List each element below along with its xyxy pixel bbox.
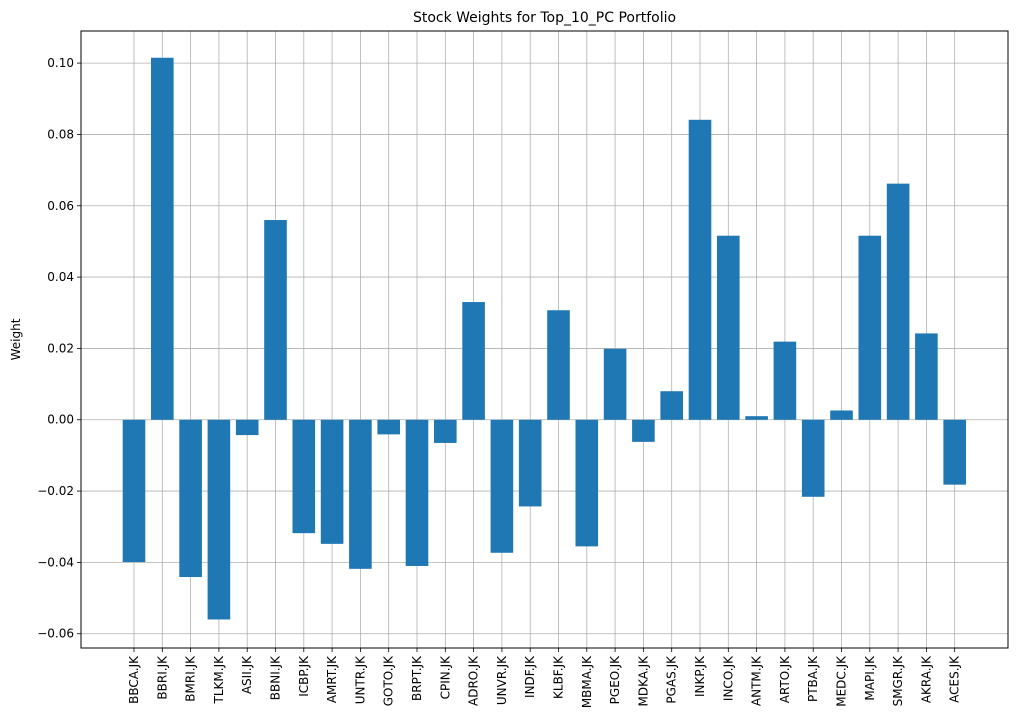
- y-axis-label: Weight: [9, 318, 23, 360]
- bar: [943, 419, 966, 485]
- bar: [490, 419, 514, 553]
- bar: [207, 419, 231, 620]
- x-tick-label: PTBA.JK: [806, 655, 820, 702]
- x-tick-label: GOTO.JK: [382, 655, 396, 706]
- chart-title: Stock Weights for Top_10_PC Portfolio: [413, 10, 676, 26]
- bar: [235, 419, 259, 436]
- bar: [434, 419, 457, 443]
- bar: [122, 419, 146, 563]
- bar: [349, 419, 372, 569]
- bar: [377, 419, 400, 435]
- x-gridlines: [133, 31, 956, 648]
- y-tick-label: 0.06: [47, 199, 74, 213]
- x-tick-label: BBRI.JK: [155, 655, 169, 700]
- x-tick-label: INDF.JK: [523, 655, 537, 698]
- x-tick-label: AKRA.JK: [919, 655, 933, 703]
- bar: [603, 348, 627, 420]
- bar: [462, 302, 485, 420]
- x-tick-label: MAPI.JK: [863, 655, 877, 701]
- bar: [745, 416, 768, 420]
- y-tick-label: 0.08: [47, 127, 74, 141]
- bar: [405, 419, 429, 566]
- y-tick-label: −0.02: [37, 484, 74, 498]
- bar: [688, 119, 712, 420]
- y-tick-label: 0.04: [47, 270, 74, 284]
- x-tick-label: ANTM.JK: [750, 655, 764, 706]
- y-axis-ticks: −0.06 −0.04 −0.02 0.00 0.02 0.04 0.06 0.08 0.10: [37, 56, 81, 641]
- bar: [179, 419, 202, 578]
- bar: [292, 419, 316, 534]
- x-tick-label: MEDC.JK: [835, 655, 849, 707]
- x-tick-label: PGEO.JK: [608, 655, 622, 704]
- x-tick-label: UNVR.JK: [495, 655, 509, 705]
- plot-frame: [80, 30, 1009, 649]
- bar: [632, 419, 655, 442]
- x-tick-label: SMGR.JK: [891, 655, 905, 707]
- bar: [858, 235, 882, 420]
- x-tick-label: INKP.JK: [693, 655, 707, 697]
- x-tick-label: ARTO.JK: [778, 655, 792, 703]
- bar: [518, 419, 542, 507]
- y-tick-label: −0.06: [37, 627, 74, 641]
- bar: [915, 333, 938, 420]
- x-tick-label: ICBP.JK: [297, 655, 311, 697]
- x-tick-label: BMRI.JK: [184, 655, 198, 702]
- x-tick-label: CPIN.JK: [438, 655, 452, 699]
- bar: [801, 419, 825, 497]
- x-tick-label: INCO.JK: [721, 655, 735, 701]
- x-tick-label: UNTR.JK: [353, 655, 367, 704]
- x-tick-label: KLBF.JK: [552, 655, 566, 699]
- bar: [151, 57, 174, 420]
- bar: [717, 235, 740, 420]
- x-tick-label: ACES.JK: [948, 655, 962, 703]
- x-tick-label: AMRT.JK: [325, 655, 339, 703]
- x-tick-label: BBNI.JK: [269, 655, 283, 700]
- y-tick-label: 0.02: [47, 341, 74, 355]
- x-tick-label: MDKA.JK: [636, 655, 650, 707]
- bar: [264, 220, 287, 420]
- x-tick-label: PGAS.JK: [665, 655, 679, 704]
- y-tick-label: 0.00: [47, 413, 74, 427]
- x-tick-label: ADRO.JK: [467, 655, 481, 706]
- x-tick-label: BBCA.JK: [127, 655, 141, 704]
- bar: [547, 310, 570, 420]
- bar: [886, 183, 910, 420]
- y-tick-label: −0.04: [37, 555, 74, 569]
- bar: [575, 419, 599, 547]
- bar: [773, 341, 797, 420]
- x-tick-label: BRPT.JK: [410, 655, 424, 701]
- x-axis-ticks: BBCA.JK BBRI.JK BMRI.JK TLKM.JK ASII.JK BBNI.…: [127, 648, 962, 708]
- x-tick-label: MBMA.JK: [580, 655, 594, 708]
- x-tick-label: TLKM.JK: [212, 655, 226, 705]
- y-tick-label: 0.10: [47, 56, 74, 70]
- bar: [660, 391, 683, 420]
- x-tick-label: ASII.JK: [240, 655, 254, 694]
- bars: [122, 57, 966, 620]
- bar: [320, 419, 344, 544]
- y-gridlines: [81, 62, 1008, 635]
- bar: [830, 410, 853, 420]
